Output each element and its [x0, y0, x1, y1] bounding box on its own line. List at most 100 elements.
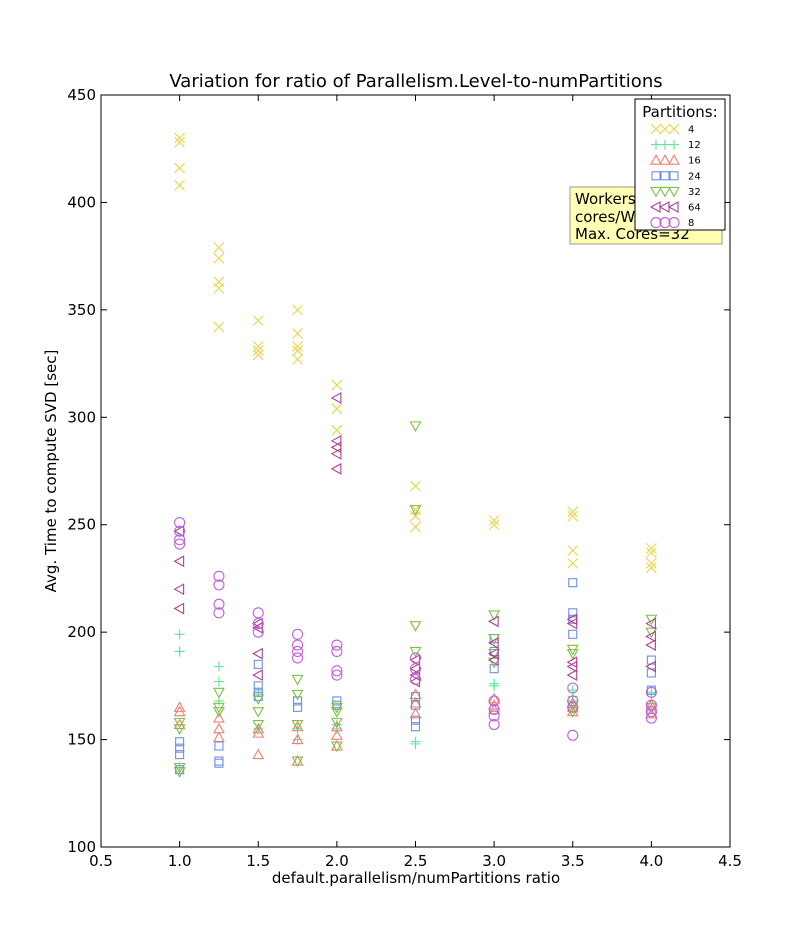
data-point: [213, 598, 225, 610]
data-point: [292, 304, 303, 316]
data-point: [646, 668, 656, 678]
series-32: [173, 421, 658, 778]
data-point: [645, 660, 656, 673]
data-point: [291, 756, 304, 768]
legend-item-32: 32: [650, 186, 701, 198]
data-point: [252, 719, 265, 731]
data-point: [488, 710, 500, 722]
y-tick-label: 250: [67, 516, 96, 534]
data-point: [292, 328, 303, 339]
y-tick-label: 100: [67, 838, 96, 856]
legend-marker: [659, 123, 671, 135]
data-point: [567, 729, 579, 741]
data-point: [291, 719, 304, 731]
legend-marker: [651, 139, 661, 150]
y-tick-label: 300: [67, 408, 96, 426]
data-point: [567, 510, 579, 522]
y-tick-label: 400: [67, 193, 96, 211]
data-point: [567, 695, 579, 707]
data-point: [488, 692, 501, 704]
data-point: [213, 731, 225, 742]
data-point: [568, 578, 578, 588]
data-point: [646, 655, 656, 665]
data-point: [292, 340, 303, 352]
data-point: [292, 628, 304, 640]
data-point: [214, 741, 224, 751]
data-point: [645, 547, 657, 559]
data-point: [645, 706, 657, 718]
data-point: [645, 542, 657, 554]
y-tick-label: 450: [67, 86, 96, 104]
data-point: [173, 718, 186, 730]
x-tick-label: 1.5: [246, 852, 270, 870]
data-point: [174, 646, 185, 657]
legend-item-12: 12: [651, 139, 701, 151]
x-axis-label: default.parallelism/numPartitions ratio: [272, 869, 560, 887]
data-point: [330, 392, 342, 404]
data-point: [174, 162, 186, 174]
axis-ticks: 0.5 1.0 1.5 2.0 2.5 3.0 3.5 4.0 4.5 100 150 200 250 3…: [67, 86, 742, 870]
data-point: [214, 756, 224, 766]
legend-label: 16: [688, 156, 701, 167]
data-point: [252, 726, 265, 738]
data-point: [567, 545, 579, 556]
data-point: [410, 521, 421, 533]
data-point: [645, 712, 657, 724]
legend-label: 8: [688, 218, 694, 229]
data-point: [331, 379, 343, 391]
data-point: [252, 694, 265, 705]
data-point: [409, 662, 421, 675]
data-point: [489, 664, 499, 674]
data-point: [252, 669, 263, 682]
data-point: [173, 602, 185, 615]
data-point: [173, 767, 186, 778]
y-tick-label: 350: [67, 301, 96, 319]
data-point: [410, 700, 421, 710]
data-point: [330, 741, 343, 753]
data-point: [213, 711, 225, 723]
data-point: [252, 315, 264, 326]
y-tick-label: 150: [67, 731, 96, 749]
data-point: [566, 660, 578, 673]
data-point: [566, 617, 578, 630]
data-point: [292, 652, 304, 664]
x-tick-label: 3.5: [561, 852, 585, 870]
data-point: [645, 699, 657, 711]
data-point: [213, 242, 225, 253]
data-point: [566, 649, 579, 660]
legend-marker: [668, 186, 680, 198]
data-point: [213, 321, 225, 333]
legend-marker: [659, 154, 671, 165]
data-point: [292, 639, 304, 651]
data-point: [487, 654, 499, 667]
data-point: [410, 480, 421, 492]
data-point: [291, 733, 304, 745]
data-point: [291, 674, 304, 686]
data-point: [292, 645, 304, 658]
data-point: [330, 447, 342, 460]
x-tick-label: 2.0: [325, 852, 349, 870]
data-point: [293, 696, 303, 706]
data-point: [645, 562, 657, 574]
series-8: [174, 517, 657, 741]
data-point: [331, 645, 343, 658]
legend-item-16: 16: [650, 154, 701, 167]
data-point: [488, 703, 500, 716]
data-point: [175, 737, 185, 747]
data-point: [174, 538, 186, 550]
data-point: [410, 738, 421, 749]
data-point: [174, 179, 186, 191]
data-point: [331, 723, 342, 734]
data-point: [331, 403, 343, 415]
legend-marker: [668, 217, 680, 229]
legend-marker: [651, 171, 661, 181]
data-point: [174, 534, 186, 546]
data-point: [173, 583, 185, 596]
data-point: [174, 132, 186, 144]
data-point: [293, 702, 303, 712]
data-point: [252, 748, 265, 760]
legend-marker: [667, 201, 679, 213]
legend-marker: [660, 171, 670, 181]
data-point: [409, 707, 422, 719]
data-point: [331, 665, 343, 677]
